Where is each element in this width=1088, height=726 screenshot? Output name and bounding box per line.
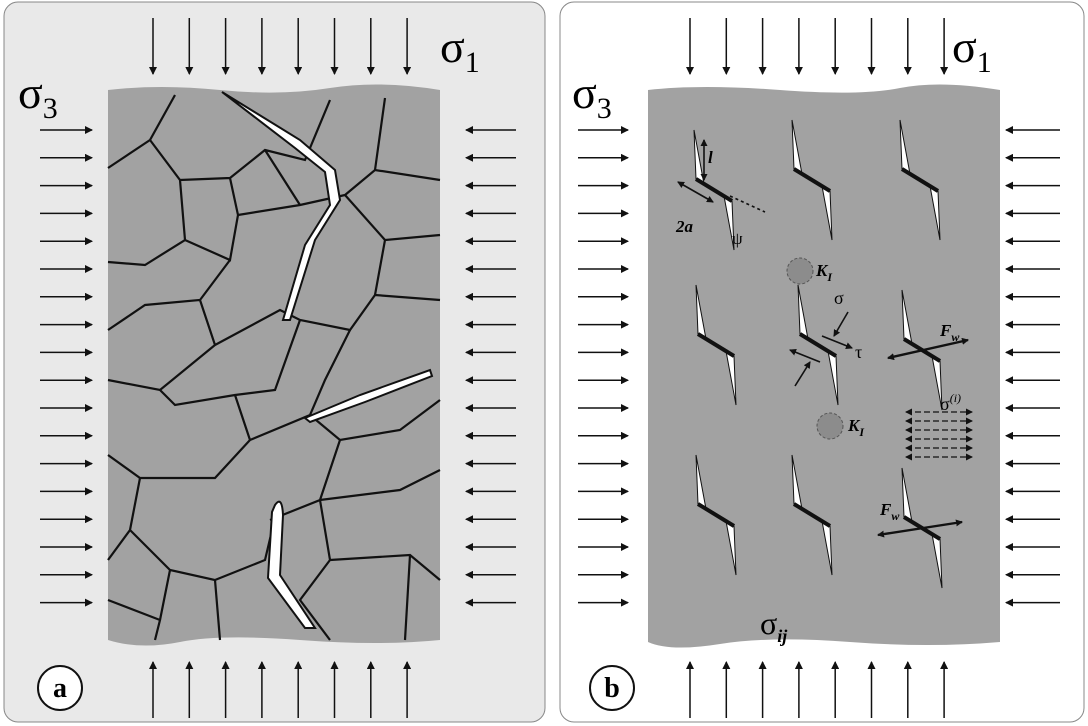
half-length-label: 2a [675,217,694,236]
angle-label: ψ [732,229,743,248]
normal-stress-label: σ [834,288,844,308]
length-label: l [708,148,713,167]
shear-stress-label: τ [855,342,862,362]
figure: σ1 σ3 σ1 σ3 a b l 2a ψ KI KI σ τ Fw Fw σ… [0,0,1088,726]
panel-label: b [604,673,620,704]
panel-label: a [53,673,67,704]
